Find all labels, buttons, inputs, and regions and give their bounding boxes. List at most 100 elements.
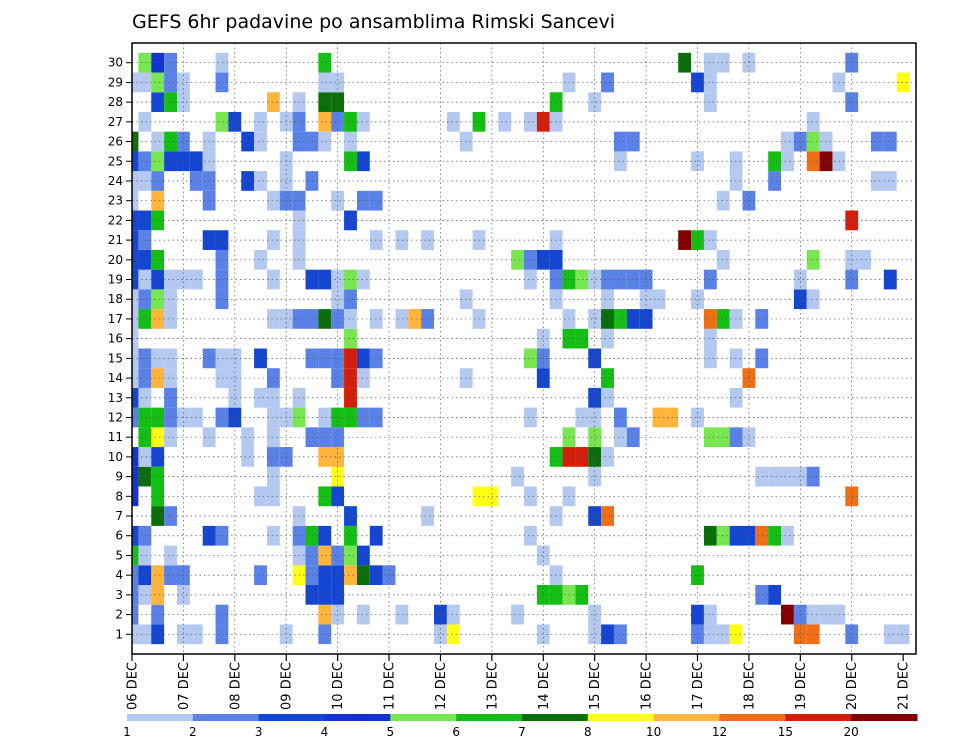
heatmap-cell bbox=[575, 447, 589, 467]
heatmap-cell bbox=[536, 111, 550, 132]
heatmap-cell bbox=[344, 269, 357, 290]
heatmap-cell bbox=[138, 230, 152, 250]
heatmap-cell bbox=[132, 525, 139, 546]
heatmap-cell bbox=[434, 624, 447, 645]
heatmap-cell bbox=[138, 368, 152, 388]
heatmap-cell bbox=[883, 171, 897, 191]
heatmap-cell bbox=[266, 427, 280, 448]
heatmap-cell bbox=[132, 447, 139, 467]
heatmap-cell bbox=[164, 52, 177, 73]
heatmap-cell bbox=[601, 506, 614, 526]
x-tick-label: 14 DEC bbox=[537, 662, 552, 710]
colorbar-label: 4 bbox=[321, 725, 329, 739]
heatmap-cell bbox=[691, 289, 704, 310]
heatmap-cell bbox=[176, 585, 190, 605]
heatmap-cell bbox=[164, 407, 177, 428]
y-tick-label: 21 bbox=[108, 233, 123, 247]
y-tick-label: 22 bbox=[108, 213, 123, 227]
heatmap-cell bbox=[266, 92, 280, 112]
heatmap-cell bbox=[613, 269, 627, 290]
heatmap-cell bbox=[768, 171, 782, 191]
heatmap-cell bbox=[716, 309, 730, 329]
heatmap-cell bbox=[536, 585, 550, 605]
heatmap-cell bbox=[536, 328, 550, 349]
heatmap-cell bbox=[164, 506, 177, 526]
heatmap-cell bbox=[703, 230, 717, 250]
heatmap-cell bbox=[164, 545, 177, 566]
colorbar-label: 2 bbox=[189, 725, 197, 739]
heatmap-cell bbox=[228, 387, 242, 408]
y-tick-label: 29 bbox=[108, 75, 123, 89]
heatmap-cell bbox=[344, 525, 357, 546]
y-tick-label: 16 bbox=[108, 332, 123, 346]
heatmap-cell bbox=[344, 111, 357, 132]
heatmap-cell bbox=[524, 111, 537, 132]
y-tick-label: 9 bbox=[115, 470, 123, 484]
heatmap-cell bbox=[395, 309, 409, 329]
heatmap-cell bbox=[164, 387, 177, 408]
y-tick-label: 15 bbox=[108, 351, 123, 365]
heatmap-cell bbox=[215, 525, 229, 546]
x-tick-label: 19 DEC bbox=[794, 662, 809, 710]
heatmap-cell bbox=[151, 151, 165, 172]
colorbar: 1 2 3 4 5 6 7 8 10 12 15 20 bbox=[123, 714, 918, 739]
heatmap-cell bbox=[356, 604, 370, 625]
heatmap-cell bbox=[536, 368, 550, 388]
heatmap-cell bbox=[806, 604, 820, 625]
heatmap-cell bbox=[703, 269, 717, 290]
y-tick-label: 11 bbox=[108, 430, 123, 444]
heatmap-cell bbox=[215, 289, 229, 310]
heatmap-cell bbox=[871, 131, 884, 152]
heatmap-cell bbox=[151, 269, 165, 290]
heatmap-cell bbox=[132, 230, 139, 250]
heatmap-cell bbox=[601, 289, 614, 310]
heatmap-cell bbox=[575, 269, 589, 290]
heatmap-cell bbox=[215, 111, 229, 132]
heatmap-cell bbox=[344, 407, 357, 428]
heatmap-cell bbox=[176, 269, 190, 290]
heatmap-cell bbox=[703, 309, 717, 329]
y-tick-label: 2 bbox=[115, 608, 123, 622]
heatmap-cell bbox=[793, 269, 807, 290]
y-tick-label: 8 bbox=[115, 489, 123, 503]
x-tick-label: 16 DEC bbox=[640, 662, 655, 710]
heatmap-cell bbox=[132, 348, 139, 369]
heatmap-cell bbox=[138, 111, 152, 132]
heatmap-cell bbox=[703, 52, 717, 73]
colorbar-label: 8 bbox=[584, 725, 592, 739]
heatmap-cell bbox=[344, 131, 357, 152]
heatmap-cell bbox=[703, 72, 717, 93]
x-tick-label: 20 DEC bbox=[845, 662, 860, 710]
heatmap-cell bbox=[613, 407, 627, 428]
heatmap-cell bbox=[871, 171, 884, 191]
heatmap-cell bbox=[266, 309, 280, 329]
colorbar-segment bbox=[192, 714, 260, 721]
colorbar-label: 1 bbox=[123, 725, 131, 739]
heatmap-cell bbox=[266, 525, 280, 546]
heatmap-cell bbox=[883, 624, 897, 645]
heatmap-cell bbox=[266, 466, 280, 487]
heatmap-cell bbox=[132, 624, 139, 645]
heatmap-cell bbox=[601, 624, 614, 645]
heatmap-cell bbox=[132, 466, 139, 487]
heatmap-cell bbox=[151, 585, 165, 605]
x-tick-label: 08 DEC bbox=[228, 662, 243, 710]
heatmap-cell bbox=[421, 230, 435, 250]
heatmap-cell bbox=[164, 269, 177, 290]
heatmap-cell bbox=[164, 151, 177, 172]
heatmap-cell bbox=[781, 525, 794, 546]
heatmap-cell bbox=[331, 447, 345, 467]
heatmap-cell bbox=[132, 151, 139, 172]
heatmap-cell bbox=[588, 466, 602, 487]
heatmap-cell bbox=[132, 289, 139, 310]
heatmap-cell bbox=[344, 368, 357, 388]
heatmap-cell bbox=[241, 427, 255, 448]
heatmap-cell bbox=[138, 249, 152, 270]
colorbar-segment bbox=[258, 714, 325, 721]
x-tick-label: 15 DEC bbox=[588, 662, 603, 710]
colorbar-label: 20 bbox=[844, 725, 859, 739]
x-tick-label: 18 DEC bbox=[742, 662, 757, 710]
heatmap-cell bbox=[356, 368, 370, 388]
heatmap-cell bbox=[151, 506, 165, 526]
heatmap-cell bbox=[446, 604, 460, 625]
